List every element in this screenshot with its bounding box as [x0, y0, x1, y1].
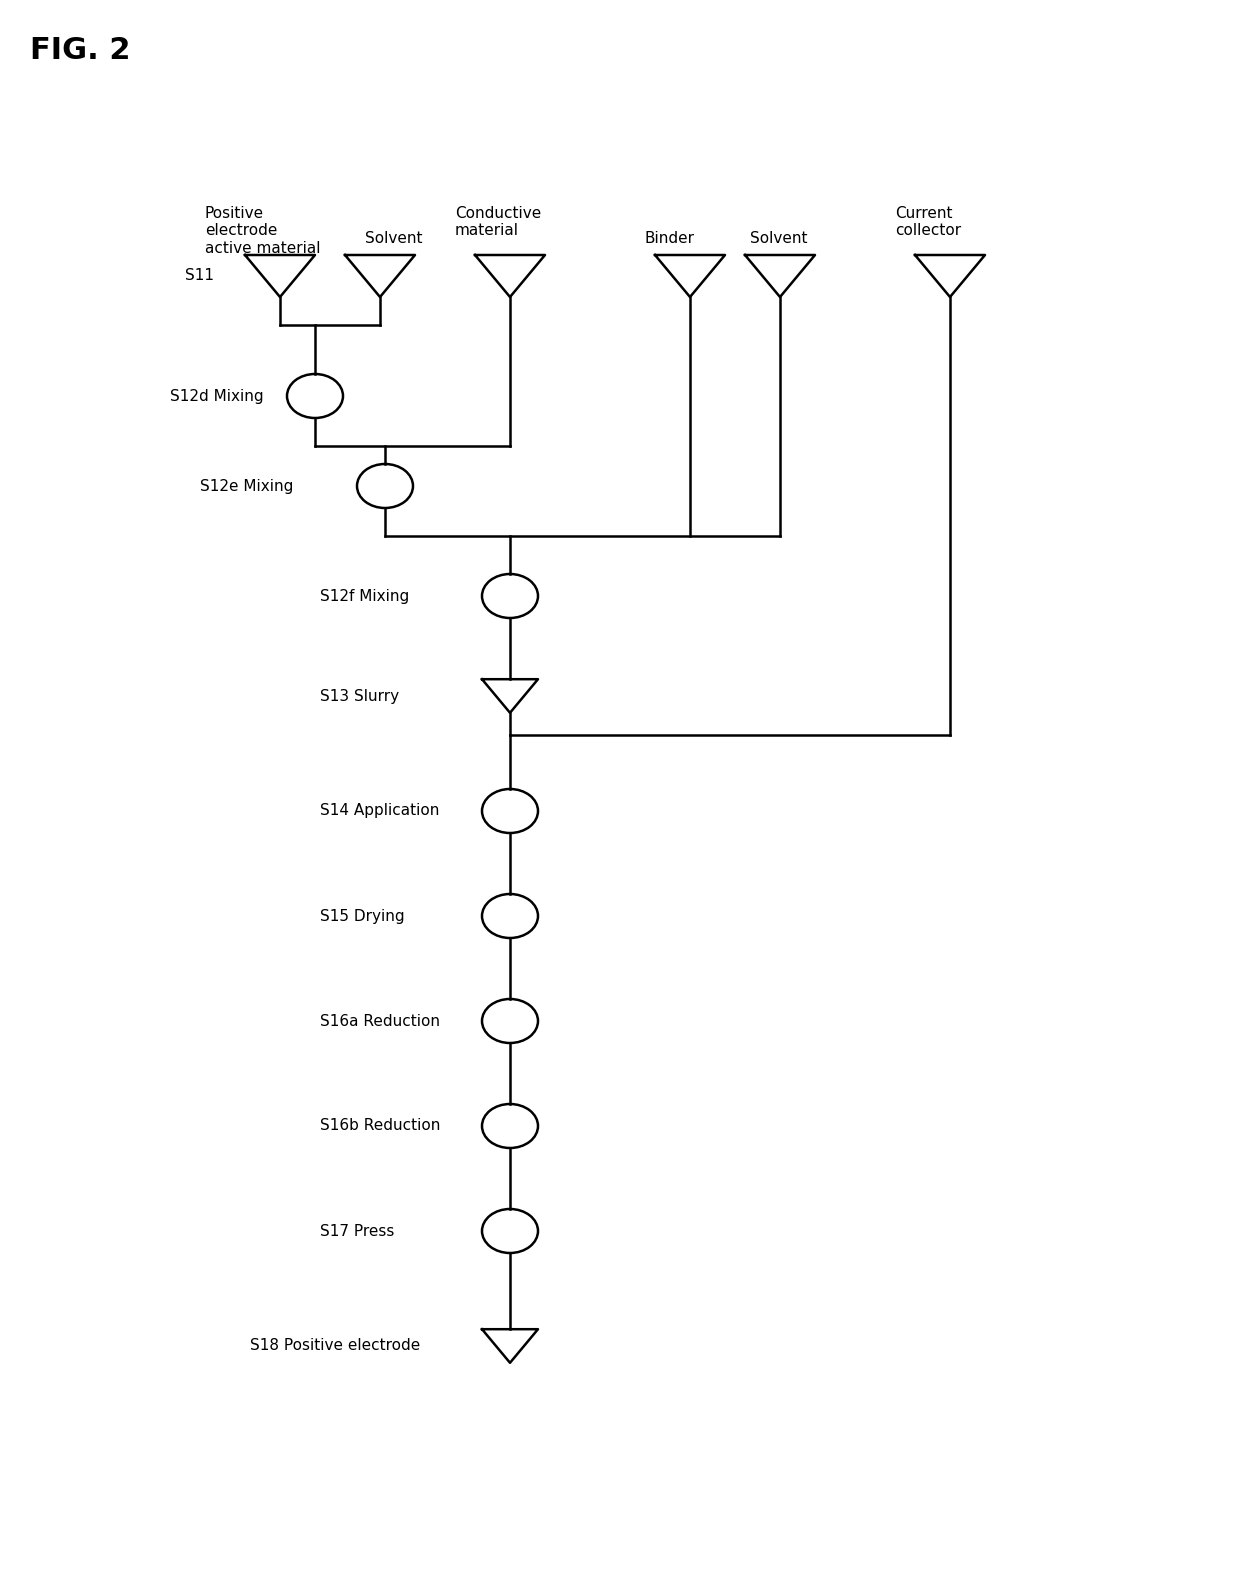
Text: S11: S11: [185, 268, 215, 284]
Text: S18 Positive electrode: S18 Positive electrode: [250, 1339, 420, 1353]
Text: Current
collector: Current collector: [895, 206, 961, 238]
Text: S16b Reduction: S16b Reduction: [320, 1119, 440, 1133]
Text: FIG. 2: FIG. 2: [30, 37, 130, 65]
Text: S12f Mixing: S12f Mixing: [320, 589, 409, 603]
Text: S12d Mixing: S12d Mixing: [170, 388, 264, 404]
Text: S16a Reduction: S16a Reduction: [320, 1013, 440, 1028]
Text: S17 Press: S17 Press: [320, 1224, 394, 1238]
Text: Conductive
material: Conductive material: [455, 206, 541, 238]
Text: Positive
electrode
active material: Positive electrode active material: [205, 206, 320, 255]
Text: Solvent: Solvent: [750, 231, 807, 246]
Text: S15 Drying: S15 Drying: [320, 908, 404, 924]
Text: Binder: Binder: [645, 231, 694, 246]
Text: S14 Application: S14 Application: [320, 803, 439, 819]
Text: S13 Slurry: S13 Slurry: [320, 688, 399, 704]
Text: Solvent: Solvent: [365, 231, 423, 246]
Text: S12e Mixing: S12e Mixing: [200, 479, 294, 493]
